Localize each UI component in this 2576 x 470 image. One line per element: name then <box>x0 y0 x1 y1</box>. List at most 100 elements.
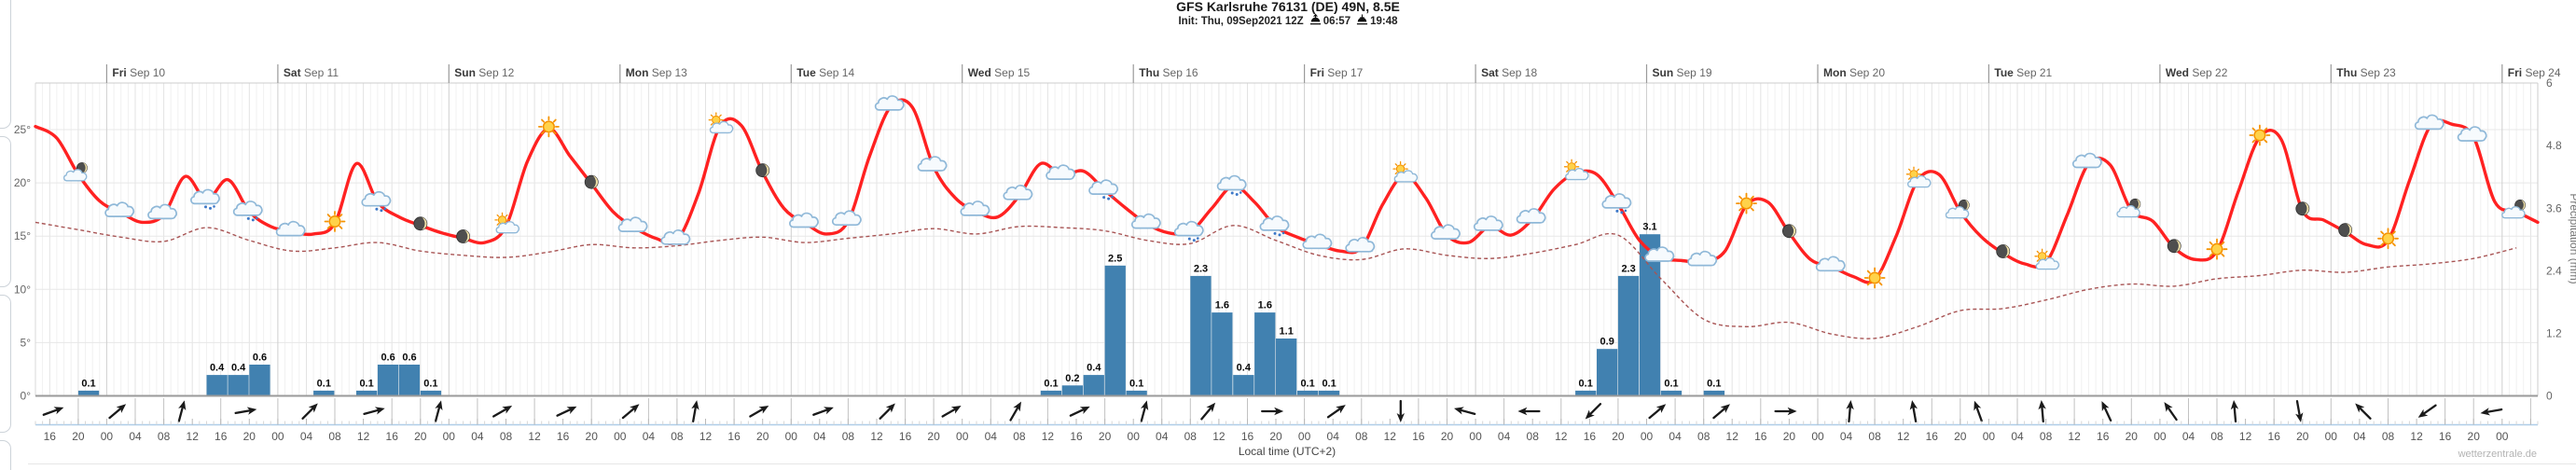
day-label: Mon Sep 13 <box>626 66 687 79</box>
wind-arrow <box>1585 403 1602 420</box>
time-label: 12 <box>870 430 883 443</box>
precip-bar <box>1660 390 1683 395</box>
time-label: 08 <box>1184 430 1198 443</box>
wind-arrow <box>363 407 385 415</box>
precip-value: 0.2 <box>1065 373 1079 384</box>
right-tick: 2.4 <box>2546 264 2562 277</box>
sun-icon <box>1863 267 1886 289</box>
left-tick: 0° <box>21 390 32 403</box>
time-label: 00 <box>1983 430 1996 443</box>
precip-bar <box>77 390 100 395</box>
time-label: 16 <box>1754 430 1767 443</box>
time-label: 00 <box>101 430 114 443</box>
watermark: wetterzentrale.de <box>2458 449 2537 460</box>
dewpoint-curve <box>35 221 2517 339</box>
time-label: 12 <box>1042 430 1055 443</box>
cloud-icon <box>275 220 306 237</box>
moon-icon <box>584 174 599 189</box>
precip-bar <box>420 390 442 395</box>
precip-value: 0.1 <box>1322 378 1336 389</box>
precip-value: 1.6 <box>1215 300 1229 311</box>
time-label: 16 <box>215 430 228 443</box>
bottom-axis-title: Local time (UTC+2) <box>1239 445 1336 458</box>
wind-arrow <box>1261 407 1284 416</box>
rain-icon <box>1260 216 1288 236</box>
wind-arrow <box>1648 404 1667 420</box>
sun-icon <box>2249 124 2271 146</box>
time-label: 12 <box>699 430 713 443</box>
time-label: 04 <box>643 430 656 443</box>
time-label: 12 <box>1384 430 1397 443</box>
time-label: 08 <box>1355 430 1368 443</box>
rain-icon <box>362 192 390 212</box>
time-label: 20 <box>2468 430 2481 443</box>
precip-bar <box>206 375 228 395</box>
time-label: 16 <box>44 430 57 443</box>
moon-cloud-icon <box>64 162 88 180</box>
right-axis: 6 4.8 3.6 2.4 1.2 0 Precipitation (mm) <box>2546 76 2576 402</box>
precip-value: 2.3 <box>1621 263 1635 274</box>
cloud-icon <box>2414 114 2444 131</box>
left-tick: 5° <box>21 336 32 349</box>
precip-bar <box>1190 275 1212 395</box>
init-line: Init: Thu, 09Sep2021 12Z 06:57 19:48 <box>0 13 2576 28</box>
time-label: 16 <box>386 430 399 443</box>
time-label: 08 <box>1013 430 1026 443</box>
chart-header: GFS Karlsruhe 76131 (DE) 49N, 8.5E Init:… <box>0 0 2576 28</box>
time-label: 08 <box>2382 430 2395 443</box>
init-text: Init: Thu, 09Sep2021 12Z <box>1178 16 1304 27</box>
time-label: 20 <box>2126 430 2139 443</box>
wind-arrow <box>1712 404 1730 420</box>
time-label: 20 <box>1441 430 1454 443</box>
precip-labels: 0.1 0.4 0.4 0.6 0.1 0.1 0.6 0.6 0.1 0.1 0.2 0.4 2.5 0… <box>81 222 1721 390</box>
left-tick: 25° <box>14 123 31 136</box>
precip-value: 0.1 <box>1044 378 1058 389</box>
precip-bar <box>1061 385 1083 395</box>
precip-value: 0.1 <box>1579 378 1593 389</box>
day-label: Tue Sep 14 <box>796 66 854 79</box>
wind-arrow <box>2295 400 2304 422</box>
day-columns: Fri Sep 10 Sat Sep 11 Sun Sep 12 Mon Sep 13… <box>105 64 2561 396</box>
cloud-icon <box>1431 224 1461 240</box>
time-label: 12 <box>1897 430 1910 443</box>
cloud-icon <box>917 156 948 172</box>
time-label: 12 <box>1555 430 1568 443</box>
page-panel-fragment <box>0 440 11 470</box>
time-label: 00 <box>1128 430 1141 443</box>
time-label: 20 <box>586 430 599 443</box>
precip-bar <box>398 365 421 395</box>
wind-arrow <box>691 400 699 422</box>
wind-arrow <box>1846 400 1854 423</box>
precip-value: 0.9 <box>1600 337 1614 348</box>
sunset-time: 19:48 <box>1370 16 1398 27</box>
day-label: Wed Sep 22 <box>2166 66 2228 79</box>
moon-cloud-icon <box>1946 200 1969 217</box>
wind-arrow <box>1517 407 1541 416</box>
precip-value: 0.1 <box>81 378 95 389</box>
precip-value: 0.1 <box>1664 378 1678 389</box>
cloud-icon <box>1516 208 1546 224</box>
time-label: 04 <box>1327 430 1340 443</box>
day-label: Tue Sep 21 <box>1994 66 2052 79</box>
wind-arrow <box>2164 402 2178 422</box>
time-label: 04 <box>2182 430 2195 443</box>
wind-arrow <box>42 407 64 416</box>
time-label: 08 <box>1527 430 1540 443</box>
time-label: 08 <box>1868 430 1881 443</box>
wind-band <box>35 398 2539 426</box>
time-label: 08 <box>158 430 171 443</box>
day-label: Sat Sep 18 <box>1481 66 1537 79</box>
time-label: 04 <box>300 430 313 443</box>
time-label: 04 <box>813 430 826 443</box>
precip-bar <box>1703 390 1724 395</box>
time-label: 04 <box>1840 430 1853 443</box>
sunrise-time: 06:57 <box>1323 16 1351 27</box>
precip-value: 2.3 <box>1194 263 1208 274</box>
grid-vertical <box>35 83 2539 396</box>
wind-arrow <box>1774 407 1797 416</box>
wind-arrow <box>941 406 962 418</box>
moon-icon <box>2167 239 2181 254</box>
time-label: 20 <box>1954 430 1967 443</box>
day-label: Sat Sep 11 <box>284 66 339 79</box>
